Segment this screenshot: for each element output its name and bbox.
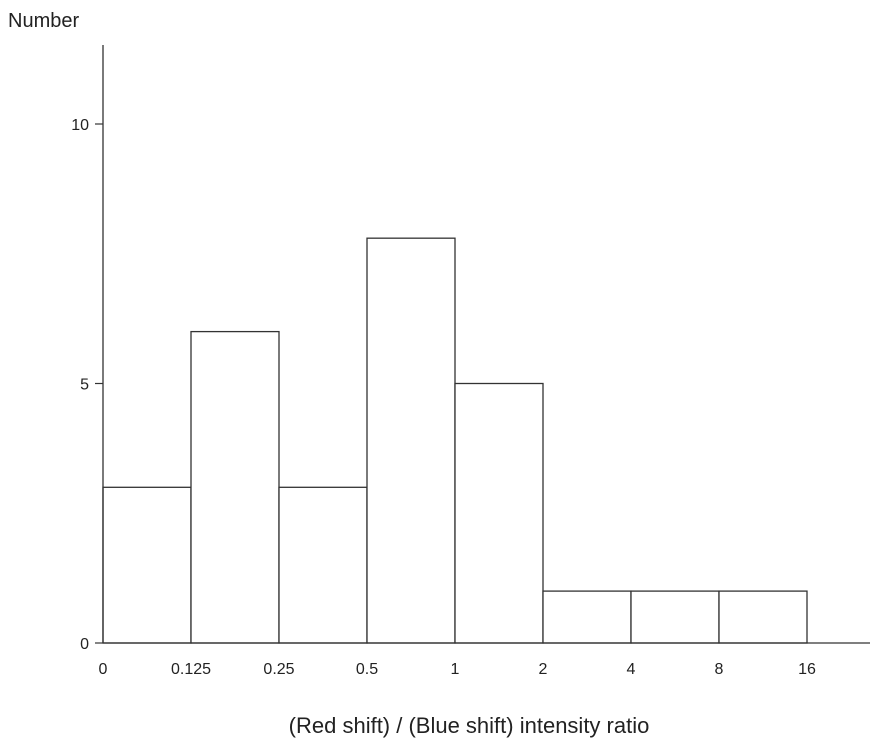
y-tick-label: 0 — [80, 636, 89, 653]
y-tick-label: 10 — [71, 117, 89, 134]
x-ticks-layer: 0 0.125 0.25 0.5 1 2 4 8 16 — [99, 661, 816, 678]
x-tick-label: 2 — [539, 661, 548, 678]
x-axis-label: (Red shift) / (Blue shift) intensity rat… — [289, 713, 650, 738]
x-tick-label: 0.5 — [356, 661, 378, 678]
histogram-bar — [366, 237, 456, 644]
histogram-bar — [718, 590, 808, 644]
bars-layer — [102, 237, 808, 644]
x-tick-label: 0.25 — [263, 661, 294, 678]
x-tick-label: 8 — [715, 661, 724, 678]
x-tick-label: 4 — [627, 661, 636, 678]
histogram-bar — [542, 590, 632, 644]
histogram-bar — [190, 330, 280, 644]
y-axis-label: Number — [8, 10, 79, 32]
histogram-bar — [278, 486, 368, 644]
axes-layer — [102, 45, 870, 644]
x-tick-label: 16 — [798, 661, 816, 678]
x-tick-label: 0 — [99, 661, 108, 678]
histogram-bar — [454, 382, 544, 644]
x-tick-label: 0.125 — [171, 661, 211, 678]
histogram-bar — [102, 486, 192, 644]
histogram-bar — [630, 590, 720, 644]
x-tick-label: 1 — [451, 661, 460, 678]
y-ticks-layer: 0 5 10 — [71, 117, 103, 653]
y-tick-label: 5 — [80, 377, 89, 394]
